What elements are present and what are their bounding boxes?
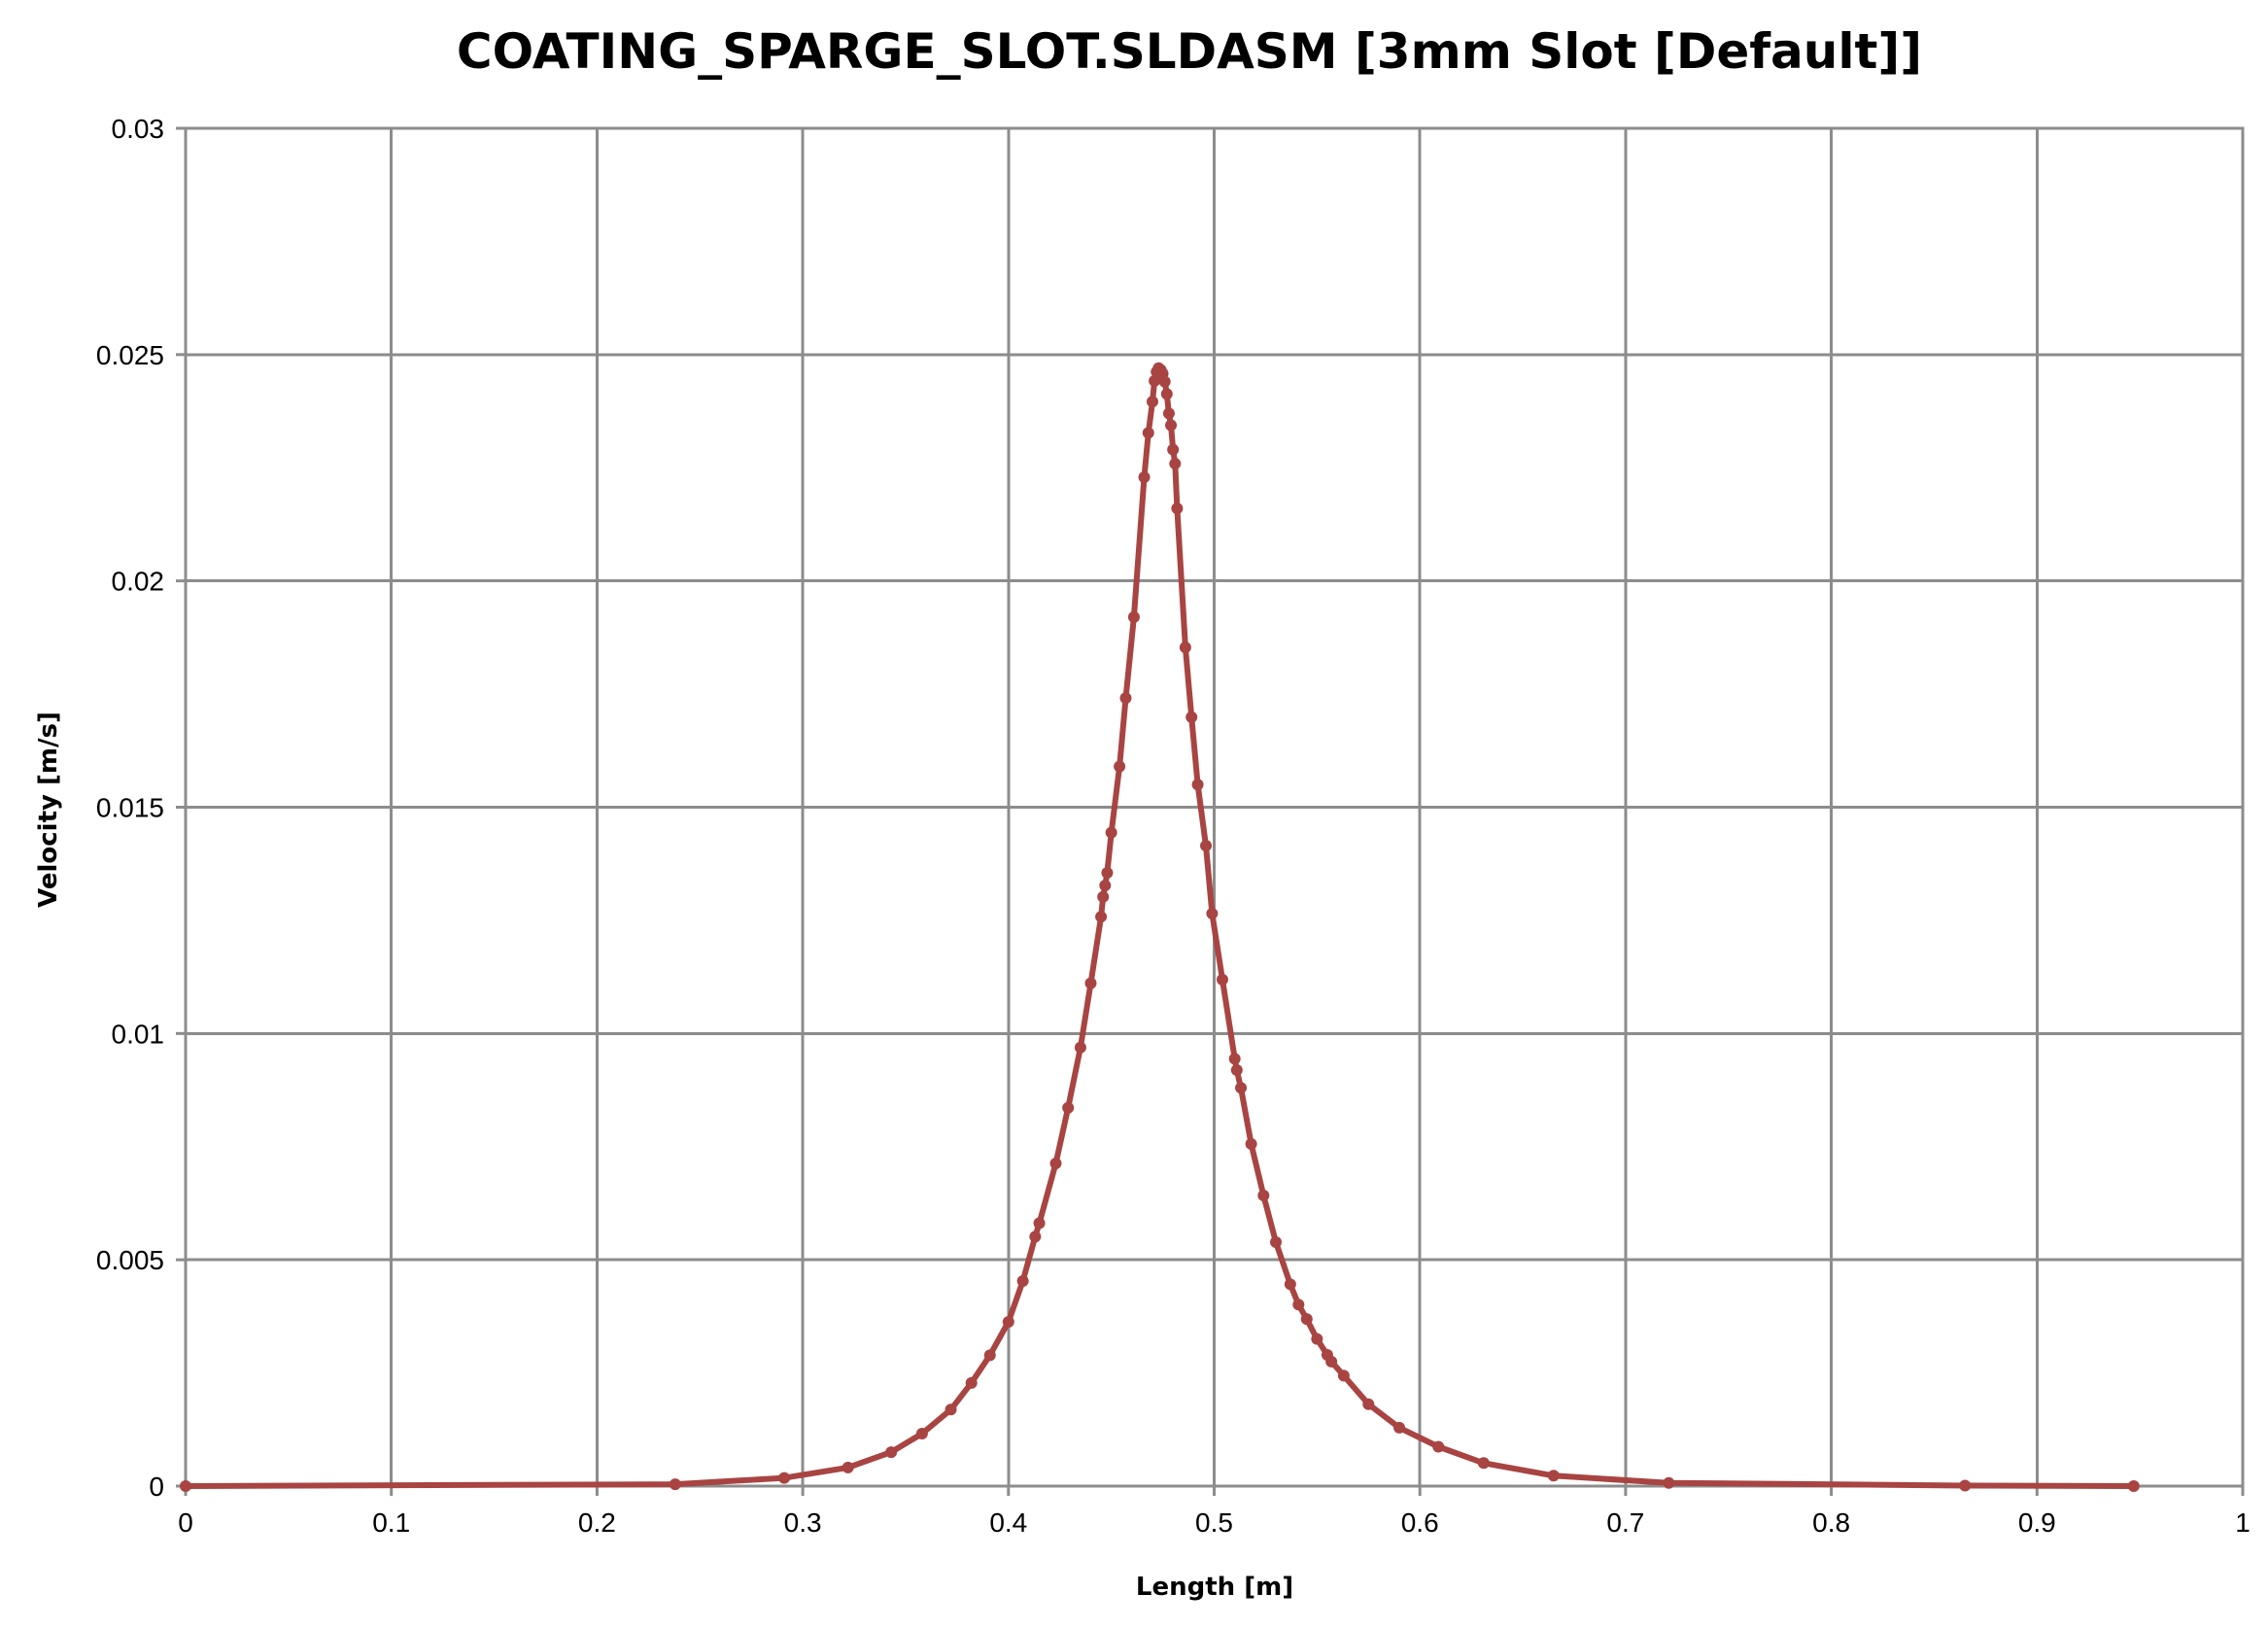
data-point <box>1167 443 1180 456</box>
data-point <box>1097 890 1110 903</box>
data-point <box>778 1472 791 1484</box>
data-point <box>1033 1217 1046 1230</box>
data-point <box>1300 1313 1313 1326</box>
data-point <box>1216 973 1228 986</box>
y-tick-label: 0.025 <box>96 340 164 370</box>
data-point <box>983 1349 996 1362</box>
data-point <box>1084 977 1097 989</box>
data-point <box>1016 1275 1029 1288</box>
data-point <box>1149 374 1161 387</box>
data-point <box>1179 641 1191 654</box>
data-point <box>1432 1440 1445 1453</box>
data-point <box>1142 427 1154 439</box>
data-point <box>1074 1041 1086 1054</box>
series-line <box>183 364 2137 1489</box>
data-point <box>1547 1470 1560 1482</box>
data-point <box>1228 1053 1241 1065</box>
data-point <box>945 1403 957 1416</box>
chart-title: COATING_SPARGE_SLOT.SLDASM [3mm Slot [De… <box>457 23 1922 80</box>
y-axis-tick-labels: 0 0.005 0.01 0.015 0.02 0.025 0.03 <box>96 114 164 1502</box>
data-point <box>1171 502 1184 515</box>
data-point <box>1292 1299 1305 1311</box>
data-point <box>1146 396 1158 408</box>
y-tick-label: 0.03 <box>112 114 165 144</box>
data-point <box>965 1376 978 1389</box>
y-axis-title: Velocity [m/s] <box>34 711 63 908</box>
x-tick-label: 0.7 <box>1606 1507 1644 1538</box>
x-tick-label: 0.4 <box>989 1507 1027 1538</box>
y-tick-label: 0.02 <box>112 567 165 597</box>
data-point <box>1095 911 1108 923</box>
data-point <box>1200 840 1213 852</box>
data-point <box>1284 1278 1296 1291</box>
data-point <box>1362 1398 1375 1410</box>
x-tick-label: 0.5 <box>1195 1507 1233 1538</box>
y-tick-label: 0.005 <box>96 1245 164 1275</box>
data-point <box>1235 1082 1248 1094</box>
data-point <box>180 1480 191 1492</box>
data-point <box>1165 419 1178 432</box>
data-point <box>1959 1479 1972 1492</box>
data-point <box>2127 1480 2140 1492</box>
data-point <box>1325 1355 1338 1368</box>
data-point <box>1127 610 1140 623</box>
data-point <box>1245 1137 1257 1150</box>
data-point <box>1311 1333 1323 1345</box>
data-point <box>1119 692 1132 705</box>
x-axis-tick-labels: 0 0.1 0.2 0.3 0.4 0.5 0.6 0.7 0.8 0.9 1 <box>178 1507 2251 1538</box>
x-tick-label: 0.8 <box>1812 1507 1850 1538</box>
data-point <box>1337 1369 1350 1382</box>
data-point <box>1186 710 1198 723</box>
x-axis-title: Length [m] <box>1136 1573 1293 1602</box>
data-point <box>1206 907 1219 919</box>
data-point <box>1257 1190 1270 1202</box>
x-tick-label: 1 <box>2235 1507 2251 1538</box>
data-point <box>1002 1315 1014 1328</box>
x-tick-label: 0 <box>178 1507 193 1538</box>
y-tick-label: 0.015 <box>96 793 164 823</box>
x-tick-label: 0.9 <box>2018 1507 2056 1538</box>
data-point <box>842 1461 854 1473</box>
data-point <box>1114 760 1126 773</box>
series-layer <box>180 362 2140 1492</box>
data-point <box>1393 1421 1406 1434</box>
y-tick-label: 0 <box>149 1472 164 1502</box>
y-tick-label: 0.01 <box>112 1019 165 1049</box>
data-point <box>885 1446 898 1459</box>
data-point <box>1099 880 1112 892</box>
data-point <box>1138 471 1151 484</box>
data-point <box>1049 1157 1062 1169</box>
x-tick-label: 0.6 <box>1401 1507 1439 1538</box>
data-point <box>1158 375 1171 388</box>
data-point <box>1270 1236 1283 1249</box>
x-tick-label: 0.3 <box>784 1507 822 1538</box>
grid-layer <box>184 126 2245 1488</box>
data-point <box>1029 1230 1042 1243</box>
x-tick-label: 0.1 <box>372 1507 410 1538</box>
data-point <box>1160 388 1173 400</box>
data-point <box>1101 867 1114 880</box>
data-point <box>669 1478 681 1491</box>
data-point <box>1230 1064 1243 1077</box>
data-point <box>1191 779 1204 791</box>
data-point <box>1162 407 1175 420</box>
data-point <box>1663 1476 1675 1489</box>
data-point <box>1105 826 1117 839</box>
data-point <box>1062 1101 1075 1114</box>
data-point <box>915 1427 928 1439</box>
axes-layer <box>176 126 2245 1496</box>
data-point <box>1477 1457 1490 1470</box>
plot-area-border <box>184 126 2245 1488</box>
data-point <box>1169 458 1182 470</box>
x-tick-label: 0.2 <box>578 1507 616 1538</box>
